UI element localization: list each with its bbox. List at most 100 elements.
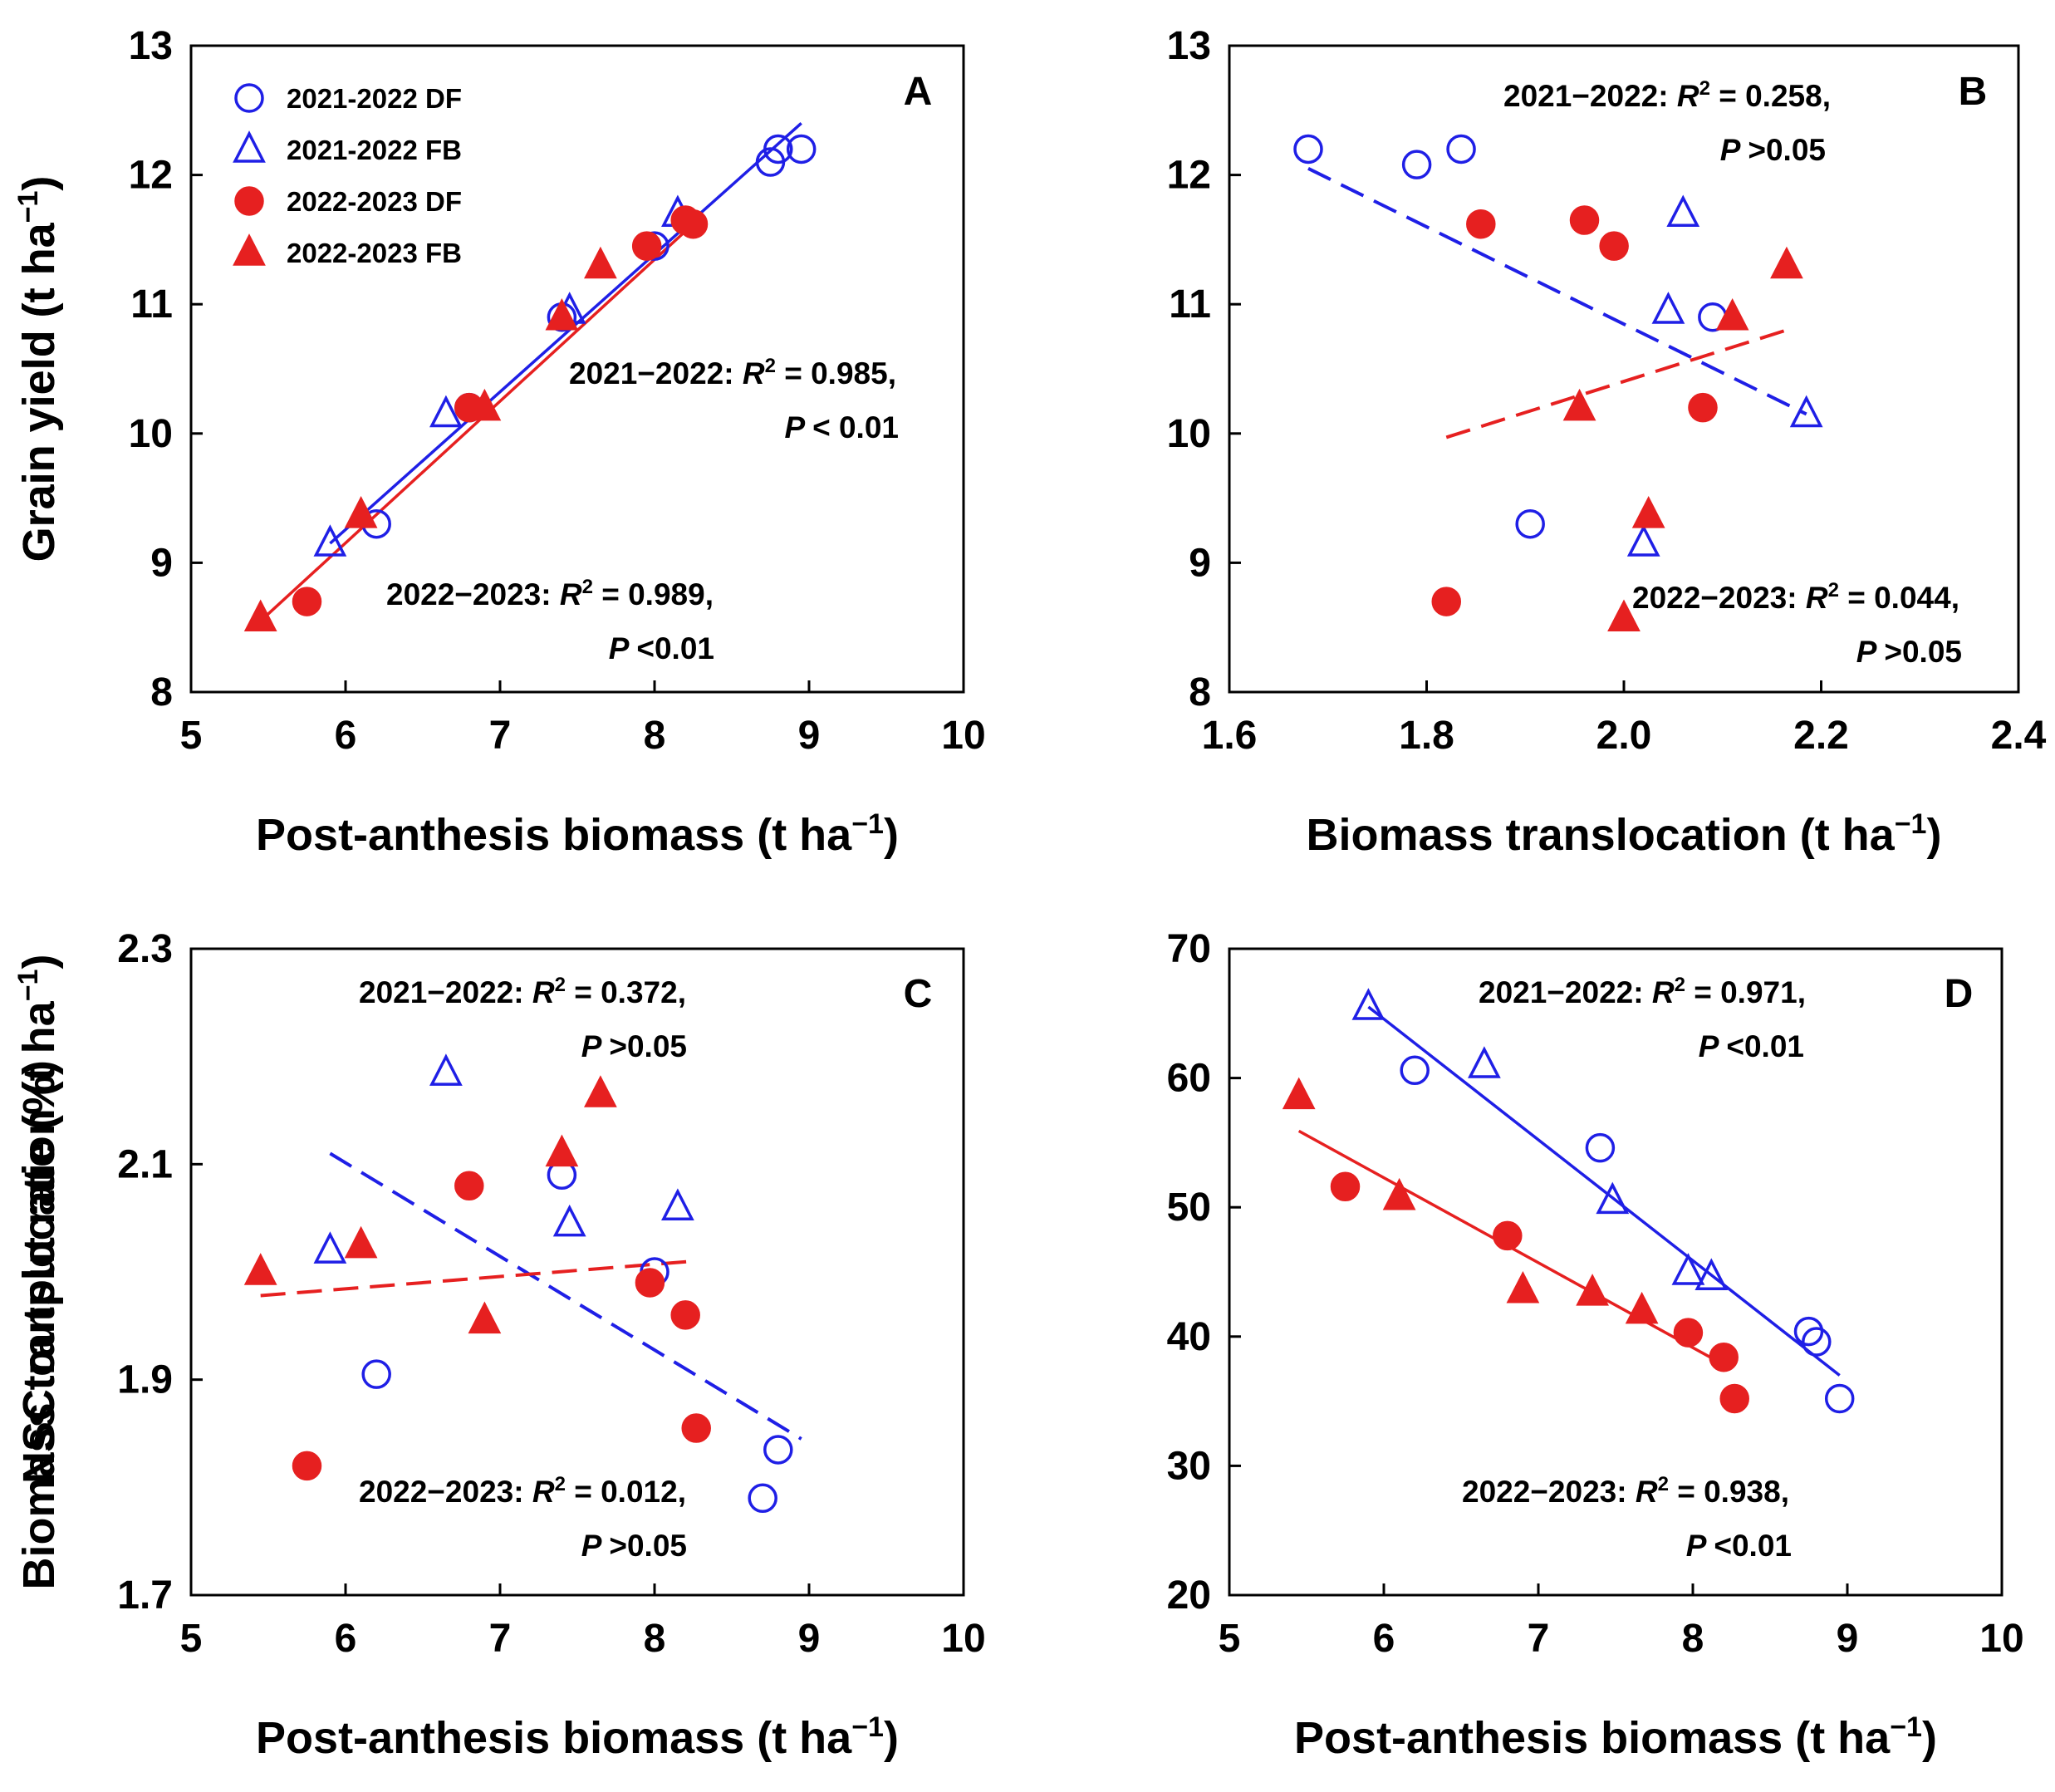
data-point <box>1715 297 1749 331</box>
panel-C: 5 6 7 8 9 10 1.7 1.9 2.1 2.3 Post-anthesis biomass… <box>12 927 986 1763</box>
data-point <box>1631 496 1665 528</box>
data-point <box>584 246 617 279</box>
x-tick-label: 7 <box>1528 1617 1550 1661</box>
panel-B: 1.6 1.8 2.0 2.2 2.4 8 9 10 11 12 13 Biomass translo… <box>12 24 2047 860</box>
y-tick-label: 60 <box>1167 1057 1211 1101</box>
data-point <box>1625 1291 1659 1324</box>
data-point <box>1401 150 1432 179</box>
fit-line-y2223 <box>1445 328 1788 439</box>
y-tick-label: 11 <box>1169 282 1211 326</box>
legend-marker <box>234 186 264 216</box>
series-2021-2022-FB <box>1626 194 1823 557</box>
data-point <box>1468 1046 1501 1078</box>
stat-annotation-2-line2: P >0.05 <box>581 1529 687 1563</box>
y-axis-title: Grain yield (t ha−1) <box>12 176 64 562</box>
data-point <box>678 209 709 239</box>
data-point <box>1569 205 1600 235</box>
data-point <box>1293 134 1323 164</box>
stat-annotation-1-line1: 2021−2022: R2 = 0.258, <box>1503 77 1831 113</box>
legend-item: 2021-2022 FB <box>233 130 462 165</box>
y-tick-label: 9 <box>1189 541 1211 585</box>
data-point <box>1599 231 1629 261</box>
series-2022-2023-DF <box>292 205 709 616</box>
stat-annotation-2-line1: 2022−2023: R2 = 0.938, <box>1462 1473 1789 1509</box>
series-2022-2023-FB <box>1562 246 1803 632</box>
data-point <box>1802 1327 1832 1357</box>
data-point <box>1824 1383 1855 1414</box>
data-point <box>748 1483 777 1514</box>
fit-line-y2223 <box>260 1259 694 1298</box>
x-tick-label: 5 <box>180 1617 203 1661</box>
fit-line-y2122 <box>1367 1005 1841 1377</box>
data-point <box>1607 599 1641 632</box>
y-tick-label: 2.1 <box>117 1142 173 1186</box>
series-2022-2023-FB <box>1282 1077 1659 1324</box>
x-tick-label: 1.6 <box>1202 714 1258 758</box>
y-tick-label: 30 <box>1167 1444 1211 1488</box>
panel-A: 5 6 7 8 9 10 8 9 10 11 12 13 Post-anthesis biomass (… <box>12 24 986 860</box>
data-point <box>429 395 463 428</box>
stat-annotation-1-line2: P < 0.01 <box>785 410 900 444</box>
x-axis-title: Post-anthesis biomass (t ha−1) <box>1294 1711 1937 1763</box>
data-point <box>631 231 662 261</box>
x-tick-label: 9 <box>1837 1617 1859 1661</box>
fit-line-y2122 <box>1307 167 1807 416</box>
data-point <box>1515 508 1545 539</box>
stat-annotation-1-line2: P <0.01 <box>1699 1029 1804 1063</box>
data-point <box>1506 1270 1540 1303</box>
legend-item: 2022-2023 DF <box>234 186 462 217</box>
y-axis-title: Biomass translocation (t ha−1) <box>12 955 64 1590</box>
y-tick-label: 12 <box>129 154 173 198</box>
panel-letter: D <box>1945 972 1974 1016</box>
y-tick-label: 70 <box>1167 927 1211 971</box>
x-tick-label: 10 <box>941 1617 985 1661</box>
data-point <box>1282 1077 1316 1110</box>
y-axis-title: Grain yield (t ha−1) <box>12 176 64 562</box>
y-tick-label: 8 <box>150 670 173 714</box>
x-tick-label: 8 <box>644 714 666 758</box>
stat-annotation-2-line2: P <0.01 <box>609 631 714 665</box>
data-point <box>1688 392 1718 423</box>
fit-line-y2122 <box>329 122 802 545</box>
data-point <box>1562 388 1596 421</box>
x-axis-title: Biomass translocation (t ha−1) <box>1307 808 1942 860</box>
data-point <box>1695 1258 1729 1290</box>
x-tick-label: 9 <box>798 1617 821 1661</box>
legend-label: 2021-2022 DF <box>287 83 462 114</box>
fit-line-y2223 <box>1297 1129 1733 1371</box>
data-point <box>1493 1220 1523 1251</box>
data-point <box>545 297 579 331</box>
panel-letter: C <box>904 972 933 1016</box>
legend-label: 2022-2023 FB <box>287 238 462 268</box>
x-tick-label: 5 <box>1219 1617 1241 1661</box>
data-point <box>468 1301 502 1334</box>
series-2022-2023-FB <box>243 1075 617 1334</box>
data-point <box>1666 194 1700 228</box>
data-point <box>1719 1383 1749 1414</box>
data-point <box>670 1300 700 1330</box>
legend-marker <box>233 233 266 266</box>
x-tick-label: 5 <box>180 714 203 758</box>
data-point <box>344 496 378 528</box>
data-point <box>313 1231 347 1264</box>
y-tick-label: 8 <box>1189 670 1211 714</box>
data-point <box>454 1171 484 1201</box>
panel-D: 5 6 7 8 9 10 20 30 40 50 60 70 Post-anthesis biomass… <box>14 927 2024 1763</box>
legend-marker <box>234 83 264 113</box>
x-tick-label: 1.8 <box>1399 714 1454 758</box>
stat-annotation-2-line1: 2022−2023: R2 = 0.012, <box>359 1473 686 1509</box>
data-point <box>661 1188 694 1220</box>
stat-annotation-2-line2: P >0.05 <box>1856 635 1962 669</box>
x-tick-label: 10 <box>941 714 985 758</box>
y-tick-label: 11 <box>130 282 173 326</box>
data-point <box>1382 1177 1416 1210</box>
plot-frame <box>189 44 965 694</box>
stat-annotation-2-line2: P <0.01 <box>1686 1529 1792 1563</box>
stat-annotation-1-line2: P >0.05 <box>581 1029 687 1063</box>
x-axis-title: Post-anthesis biomass (t ha−1) <box>256 1711 899 1763</box>
legend: 2021-2022 DF 2021-2022 FB 2022-2023 DF 2022… <box>233 83 462 268</box>
data-point <box>545 1134 579 1167</box>
data-point <box>1671 1253 1705 1285</box>
legend-item: 2021-2022 DF <box>234 83 462 114</box>
